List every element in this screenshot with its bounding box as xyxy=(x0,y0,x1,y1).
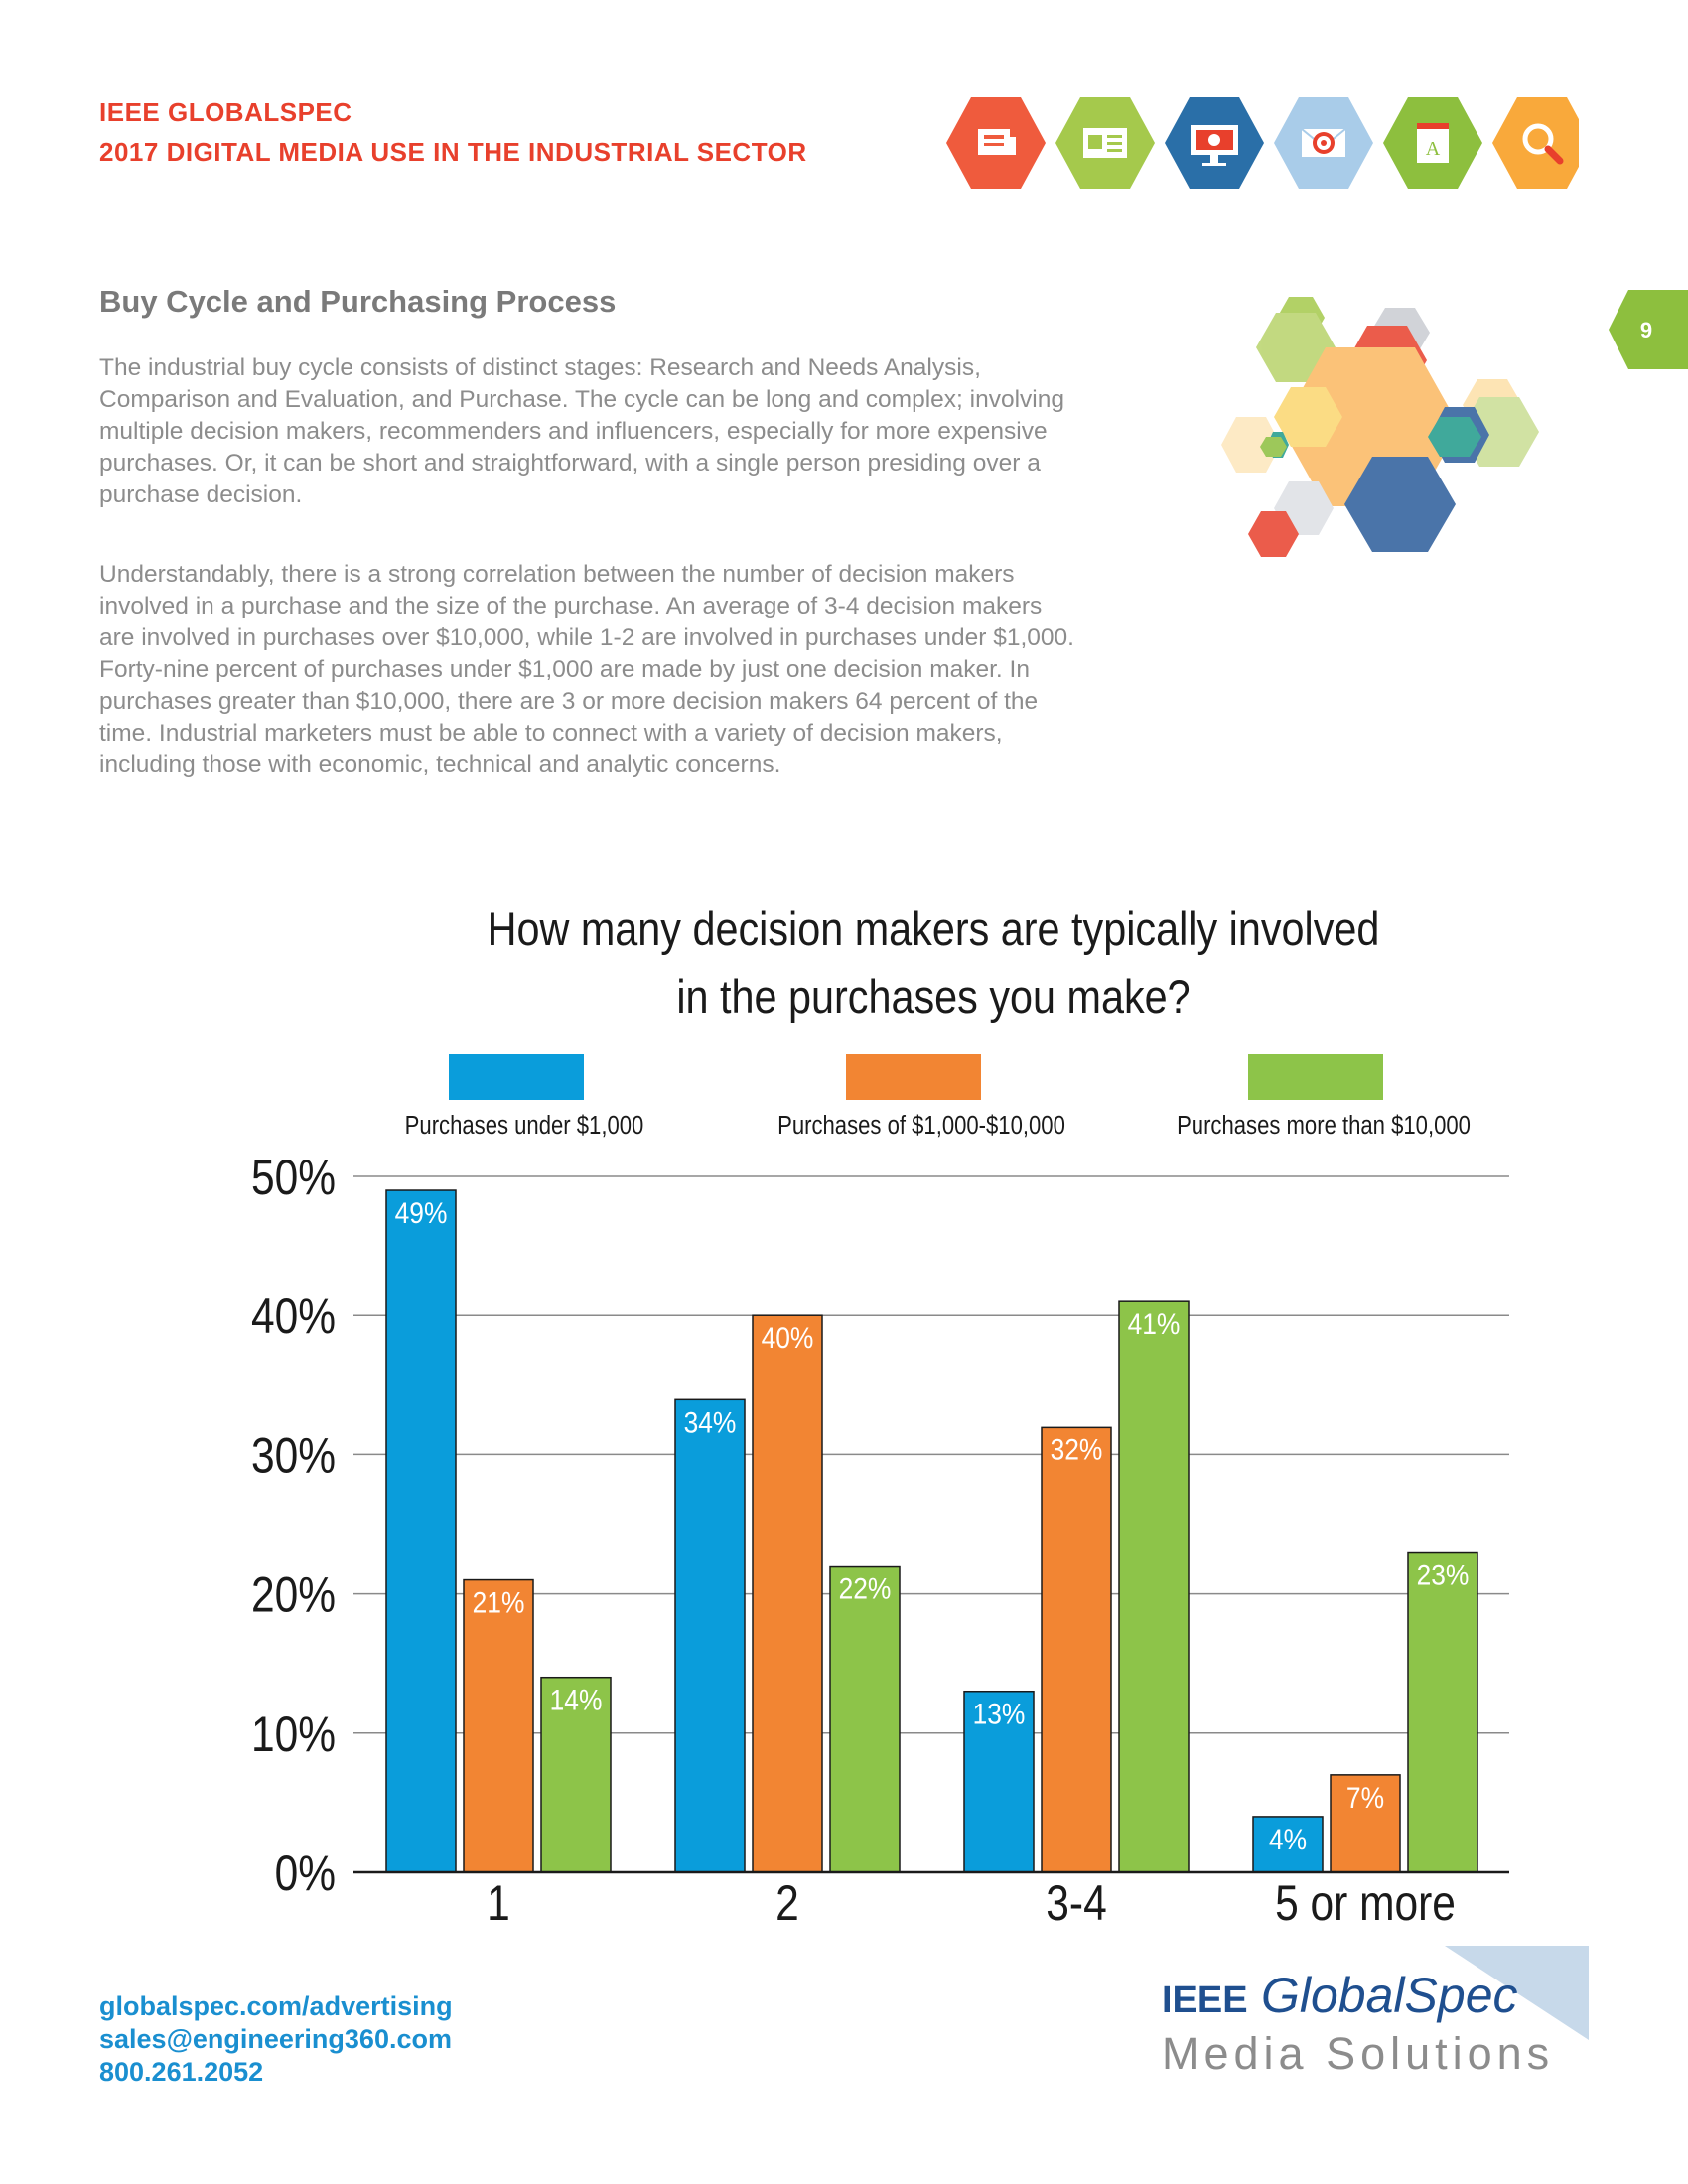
monitor-icon xyxy=(1165,97,1264,189)
svg-text:A: A xyxy=(1426,138,1441,160)
bar xyxy=(1041,1426,1112,1873)
search-icon xyxy=(1492,97,1579,189)
data-label: 41% xyxy=(1128,1307,1181,1341)
chart-bars: 49% 21% 14% 34% 40% 22% 13% 32% 41% 4% 7% 23% xyxy=(385,1189,1478,1873)
x-tick-label: 3-4 xyxy=(1046,1875,1106,1931)
y-tick-label: 40% xyxy=(251,1289,336,1344)
chart-axes: 0% 10% 20% 30% 40% 50% 1 2 3-4 5 or more xyxy=(251,1150,1509,1931)
legend-label: Purchases under $1,000 xyxy=(405,1111,644,1140)
data-label: 34% xyxy=(684,1405,737,1438)
bar xyxy=(1118,1300,1190,1873)
book-icon: A xyxy=(1383,97,1482,189)
data-label: 22% xyxy=(839,1571,892,1605)
bar xyxy=(963,1690,1035,1873)
phone-number: 800.261.2052 xyxy=(99,2057,264,2087)
chart-legend: Purchases under $1,000 Purchases of $1,00… xyxy=(405,1054,1471,1140)
data-label: 14% xyxy=(550,1683,603,1716)
y-tick-label: 0% xyxy=(275,1845,336,1901)
legend-label: Purchases of $1,000-$10,000 xyxy=(777,1111,1065,1140)
website-link[interactable]: globalspec.com/advertising xyxy=(99,1991,453,2021)
bar xyxy=(1252,1816,1324,1873)
report-title: 2017 DIGITAL MEDIA USE IN THE INDUSTRIAL… xyxy=(99,137,807,167)
section-title: Buy Cycle and Purchasing Process xyxy=(99,284,617,319)
report-publisher: IEEE GLOBALSPEC xyxy=(99,97,352,127)
logo-prefix: IEEE xyxy=(1162,1979,1248,2021)
bar xyxy=(463,1578,534,1873)
chart-title-line-2: in the purchases you make? xyxy=(676,970,1191,1023)
email-target-icon xyxy=(1274,97,1373,189)
data-label: 49% xyxy=(395,1195,448,1229)
legend-label: Purchases more than $10,000 xyxy=(1177,1111,1471,1140)
data-label: 4% xyxy=(1269,1822,1307,1855)
y-tick-label: 30% xyxy=(251,1428,336,1483)
page-number-tab: 9 xyxy=(1609,290,1688,369)
chart-title-line-1: How many decision makers are typically i… xyxy=(487,902,1380,955)
x-tick-label: 2 xyxy=(775,1875,799,1931)
logo-tagline: Media Solutions xyxy=(1162,2028,1554,2079)
bar xyxy=(674,1398,746,1873)
logo-brand: GlobalSpec xyxy=(1261,1968,1518,2023)
newspaper-icon xyxy=(946,97,1046,189)
page-number: 9 xyxy=(1640,318,1652,342)
data-label: 40% xyxy=(762,1321,814,1355)
x-tick-label: 5 or more xyxy=(1275,1875,1456,1931)
email-link[interactable]: sales@engineering360.com xyxy=(99,2024,452,2054)
data-label: 7% xyxy=(1346,1780,1384,1814)
bar xyxy=(829,1565,901,1873)
bar xyxy=(1330,1774,1401,1873)
ieee-globalspec-logo: IEEE GlobalSpec Media Solutions xyxy=(1162,1946,1589,2079)
decorative-hexagon-cluster xyxy=(1221,297,1539,557)
correlation-paragraph: Understandably, there is a strong correl… xyxy=(99,561,1074,778)
data-label: 13% xyxy=(973,1697,1026,1730)
legend-swatch xyxy=(1248,1054,1383,1100)
legend-swatch xyxy=(846,1054,981,1100)
y-tick-label: 10% xyxy=(251,1706,336,1762)
chart-title: How many decision makers are typically i… xyxy=(374,895,1492,1030)
data-label: 23% xyxy=(1417,1558,1470,1591)
data-label: 32% xyxy=(1051,1433,1103,1466)
bar xyxy=(1407,1551,1478,1873)
intro-paragraph: The industrial buy cycle consists of dis… xyxy=(99,354,1064,508)
bar xyxy=(385,1189,457,1873)
chart-gridlines xyxy=(353,1175,1509,1734)
data-label: 21% xyxy=(473,1585,525,1619)
legend-swatch xyxy=(449,1054,584,1100)
header-icon-row: A xyxy=(946,97,1579,189)
bar xyxy=(540,1676,612,1873)
x-tick-label: 1 xyxy=(487,1875,510,1931)
y-tick-label: 20% xyxy=(251,1567,336,1622)
webpage-icon xyxy=(1055,97,1155,189)
y-tick-label: 50% xyxy=(251,1150,336,1205)
bar xyxy=(752,1314,823,1873)
